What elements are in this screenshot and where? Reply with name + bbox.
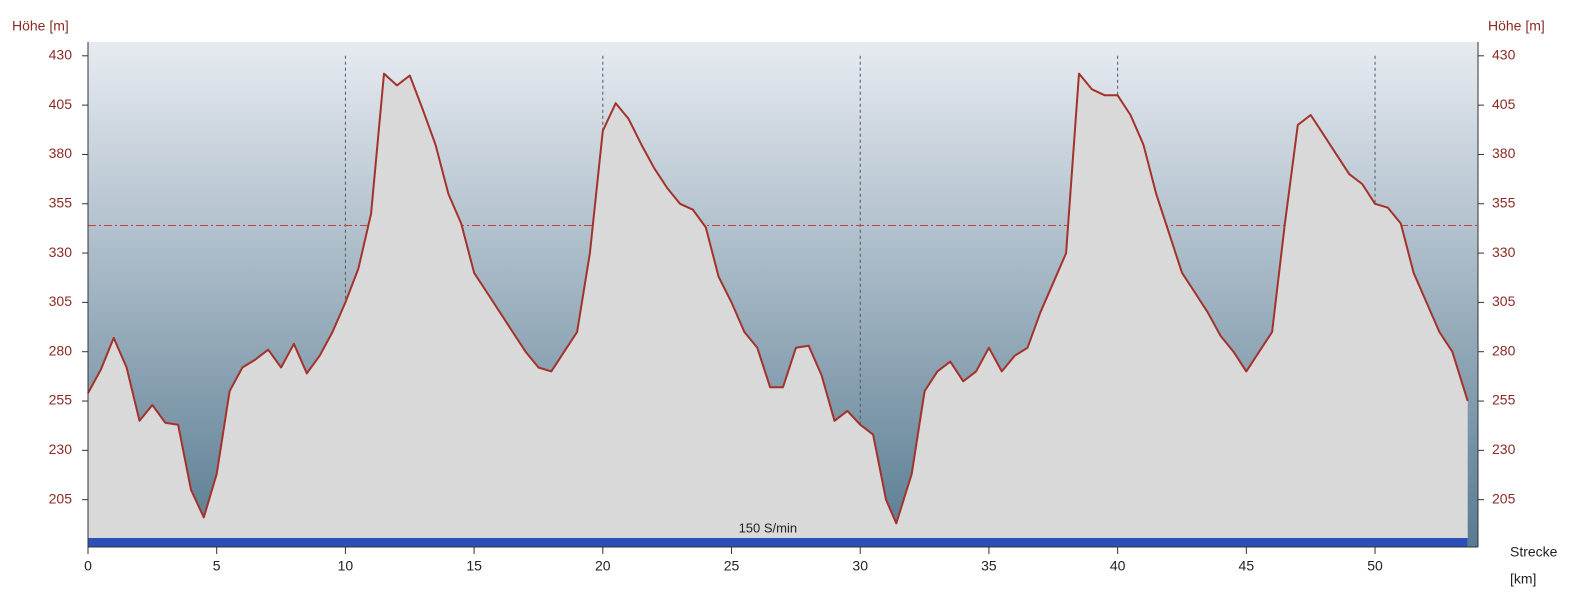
- y-tick-label-left: 355: [49, 194, 73, 210]
- y-axis-label-right: Höhe [m]: [1488, 18, 1545, 34]
- cadence-label: 150 S/min: [739, 520, 798, 535]
- y-tick-label-left: 430: [49, 47, 73, 63]
- x-tick-label: 30: [852, 558, 868, 574]
- y-tick-label-right: 305: [1492, 293, 1516, 309]
- y-tick-label-right: 230: [1492, 441, 1516, 457]
- y-tick-label-right: 280: [1492, 342, 1516, 358]
- y-tick-label-right: 255: [1492, 392, 1516, 408]
- x-axis-label: Strecke: [1510, 544, 1558, 560]
- y-axis-label-left: Höhe [m]: [12, 18, 69, 34]
- y-tick-label-left: 280: [49, 342, 73, 358]
- y-tick-label-left: 405: [49, 96, 73, 112]
- x-tick-label: 10: [338, 558, 354, 574]
- y-tick-label-left: 205: [49, 490, 73, 506]
- y-tick-label-right: 405: [1492, 96, 1516, 112]
- x-tick-label: 35: [981, 558, 997, 574]
- elevation-area: [88, 73, 1468, 547]
- x-axis-unit: [km]: [1510, 571, 1536, 587]
- x-tick-label: 40: [1110, 558, 1126, 574]
- y-tick-label-left: 255: [49, 392, 73, 408]
- x-tick-label: 0: [84, 558, 92, 574]
- y-tick-label-right: 355: [1492, 194, 1516, 210]
- y-tick-label-left: 305: [49, 293, 73, 309]
- y-tick-label-right: 380: [1492, 145, 1516, 161]
- x-tick-label: 50: [1367, 558, 1383, 574]
- y-tick-label-left: 330: [49, 244, 73, 260]
- y-tick-label-left: 230: [49, 441, 73, 457]
- x-tick-label: 20: [595, 558, 611, 574]
- elevation-line: [87, 72, 1469, 525]
- x-tick-label: 25: [724, 558, 740, 574]
- cadence-bar: [88, 538, 1468, 547]
- y-tick-label-right: 430: [1492, 47, 1516, 63]
- y-tick-label-left: 380: [49, 145, 73, 161]
- y-tick-label-right: 330: [1492, 244, 1516, 260]
- y-tick-label-right: 205: [1492, 490, 1516, 506]
- x-tick-label: 15: [466, 558, 482, 574]
- x-tick-label: 5: [213, 558, 221, 574]
- x-tick-label: 45: [1239, 558, 1255, 574]
